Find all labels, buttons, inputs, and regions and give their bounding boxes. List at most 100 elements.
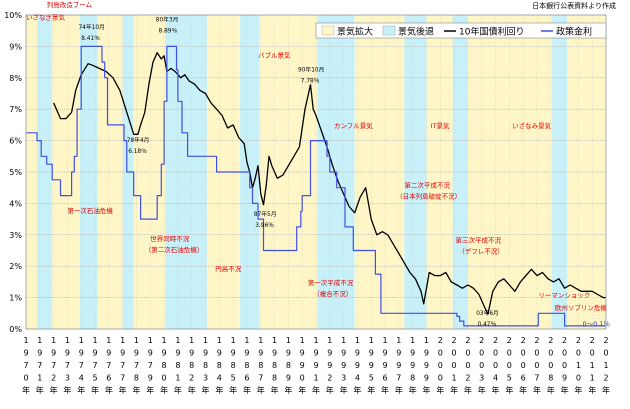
legend-swatch-band-0 [321,25,335,36]
annotation-label: いざなぎ景気 [26,13,66,22]
y-tick-label: 6% [9,137,22,146]
series-lines [26,45,606,327]
series-line-policy-rate [26,45,606,327]
plot-frame [25,14,607,330]
annotations: いざなぎ景気 列島改造ブーム 74年10月 8.41％ 80年3月 8.89％ バブル景気 9… [26,0,610,328]
y-tick-label: 3% [9,231,22,240]
annotation-label: カンフル景気 [334,121,373,130]
annotation-label: 0.47％ [478,321,497,328]
annotation-label: 円高不況 [215,264,242,273]
band-contraction-17 [552,15,568,329]
y-tick-label: 0% [9,325,22,334]
annotation-label: 第一次石油危機 [67,206,113,215]
annotation-label: （日本列島破綻不況） [396,192,461,201]
annotation-label: 90年10月 [298,66,324,74]
annotation-label: IT景気 [431,121,450,130]
y-tick-label: 5% [9,168,22,177]
legend-label: 政策金利 [556,26,592,38]
annotation-label: 7.78％ [301,78,320,85]
y-tick-label: 8% [9,74,22,83]
x-axis-ticks: 1 9 7 0 年 1 9 7 1 年 1 9 7 2 年 1 9 7 3 年 1 9 7 4 年 1 9 7 5 年 1 9 7 6 年 1 9 7 7 年… [22,336,610,395]
y-tick-label: 10% [4,11,22,20]
legend-label: 景気拡大 [337,26,373,38]
y-tick-label: 4% [9,199,22,208]
annotation-label: 80年3月 [156,15,179,23]
y-tick-label: 2% [9,262,22,271]
annotation-label: バブル景気 [258,50,291,59]
annotation-label: 世界同時不況 [150,234,190,243]
annotation-label: （第二次石油危機） [145,245,204,254]
annotation-label: （デフレ不況） [458,247,504,256]
annotation-label: いざなみ景気 [512,121,552,130]
annotation-label: 第三次平成不況 [455,236,501,245]
annotation-label: 第二次平成不況 [404,181,450,190]
y-tick-label: 9% [9,42,22,51]
y-axis-ticks: 0% 1% 2% 3% 4% 5% 6% 7% 8% 9% 10% [4,11,22,334]
annotation-label: 87年5月 [254,210,277,218]
annotation-label: 3.96％ [255,222,274,229]
legend: 景気拡大 景気後退 10年国債利回り 政策金利 [315,22,607,39]
annotation-label: 8.41％ [81,35,100,42]
legend-swatch-band-1 [382,25,396,36]
annotation-label: 6.18％ [128,148,147,155]
annotation-label: 03年6月 [476,309,499,317]
annotation-label: 欧州ソブリン危機 [555,303,608,312]
annotation-label: 第一次平成不況 [308,278,354,287]
annotation-label: （複合不況） [313,289,352,298]
annotation-label: 0～0.1％ [583,320,610,328]
band-expansion-0 [26,15,38,329]
legend-label: 10年国債利回り [459,26,524,38]
annotation-label: 78年4月 [127,136,150,144]
annotation-label: 列島改造ブーム [47,0,93,9]
legend-label: 景気後退 [398,26,434,38]
series-line-jgb-10y [53,52,606,315]
y-tick-label: 1% [9,294,22,303]
annotation-label: 74年10月 [78,23,104,31]
band-contraction-13 [404,15,427,329]
annotation-label: 8.89％ [159,27,178,34]
y-tick-label: 7% [9,105,22,114]
source-note: 日本銀行公表資料より作成 [532,1,616,10]
